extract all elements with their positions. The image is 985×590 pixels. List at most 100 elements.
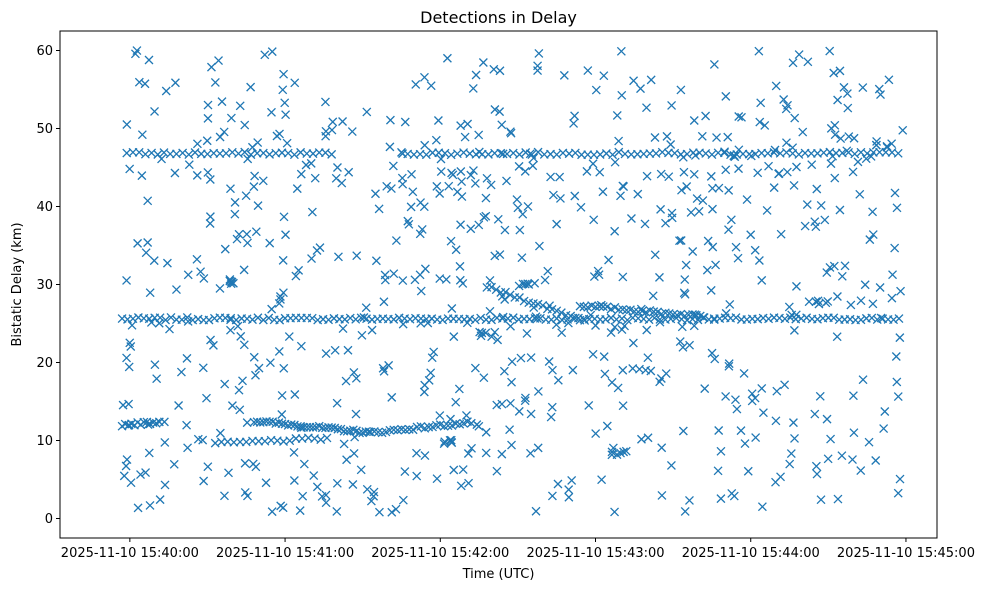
detection-point <box>776 472 785 482</box>
detection-point <box>858 375 868 385</box>
detection-point <box>684 495 694 505</box>
detection-point <box>782 167 792 177</box>
y-tick-label: 10 <box>36 434 53 449</box>
detection-point <box>470 178 480 188</box>
detection-point <box>779 95 789 104</box>
detection-point <box>785 459 795 469</box>
detection-point <box>830 130 840 140</box>
detection-point <box>457 177 467 187</box>
detection-point <box>514 293 524 302</box>
detection-point <box>754 46 764 56</box>
detection-point <box>192 139 202 149</box>
detection-point <box>280 98 290 108</box>
scatter-markers <box>117 46 908 517</box>
detection-point <box>192 254 202 264</box>
detection-point <box>415 229 425 239</box>
detection-point <box>435 411 445 420</box>
detection-point <box>512 195 522 205</box>
detection-point <box>760 120 770 130</box>
detection-point <box>435 189 445 198</box>
detection-point <box>780 314 790 324</box>
detection-point <box>243 154 253 164</box>
detection-point <box>835 66 845 76</box>
detection-point <box>618 181 628 191</box>
detection-point <box>203 100 213 110</box>
detection-point <box>419 387 429 397</box>
detection-point <box>555 172 565 182</box>
detection-point <box>344 167 354 177</box>
detection-point <box>724 361 734 371</box>
detection-point <box>141 248 151 258</box>
detection-point <box>449 332 459 342</box>
detection-point <box>559 70 569 80</box>
detection-point <box>456 121 466 131</box>
detection-point <box>239 265 249 275</box>
detection-point <box>734 164 743 174</box>
detection-point <box>420 140 430 150</box>
detection-point <box>298 491 308 501</box>
detection-point <box>610 302 620 312</box>
detection-point <box>758 408 768 418</box>
detection-point <box>733 253 743 263</box>
detection-point <box>612 110 622 120</box>
detection-point <box>466 418 476 428</box>
detection-point <box>685 340 695 350</box>
detection-point <box>497 449 507 459</box>
detection-point <box>119 471 129 481</box>
detection-point <box>614 305 624 315</box>
detection-point <box>424 375 434 385</box>
detection-point <box>275 294 285 304</box>
detection-point <box>321 126 331 136</box>
detection-point <box>320 97 330 107</box>
detection-point <box>860 280 870 290</box>
detection-point <box>734 145 744 155</box>
detection-point <box>750 245 760 255</box>
detection-point <box>548 190 558 200</box>
detection-point <box>278 85 288 95</box>
detection-point <box>471 70 481 80</box>
detection-point <box>856 466 866 476</box>
detection-point <box>436 154 446 164</box>
detection-point <box>887 139 897 149</box>
detection-point <box>677 322 687 332</box>
detection-point <box>792 162 801 172</box>
detection-point <box>130 49 140 59</box>
detection-point <box>614 136 624 146</box>
detection-point <box>398 149 407 159</box>
detection-point <box>636 304 646 314</box>
detection-point <box>134 77 144 87</box>
detection-point <box>493 335 503 345</box>
detection-point <box>251 462 261 472</box>
detection-point <box>711 260 721 270</box>
detection-point <box>604 255 613 265</box>
x-tick-label: 2025-11-10 15:43:00 <box>526 546 664 561</box>
detection-point <box>721 165 731 175</box>
detection-point <box>600 369 610 379</box>
detection-point <box>477 328 487 338</box>
detection-point <box>564 485 574 495</box>
detection-point <box>830 173 840 183</box>
detection-point <box>275 292 285 301</box>
detection-point <box>382 181 392 191</box>
detection-point <box>642 103 651 113</box>
detection-point <box>182 420 192 430</box>
detection-point <box>240 147 250 157</box>
detection-point <box>234 229 244 239</box>
detection-point <box>602 302 612 312</box>
detection-point <box>876 90 885 100</box>
detection-point <box>452 187 462 197</box>
detection-point <box>309 471 319 481</box>
detection-point <box>622 315 632 325</box>
detection-point <box>338 324 348 334</box>
detection-point <box>196 267 206 277</box>
detection-point <box>226 315 235 325</box>
detection-point <box>361 303 371 313</box>
detection-point <box>887 293 897 303</box>
detection-point <box>170 78 180 88</box>
detection-point <box>875 283 885 292</box>
detection-point <box>724 225 733 235</box>
detection-point <box>467 443 476 453</box>
detection-point <box>525 149 535 159</box>
detection-point <box>226 313 236 323</box>
detection-point <box>210 77 220 87</box>
